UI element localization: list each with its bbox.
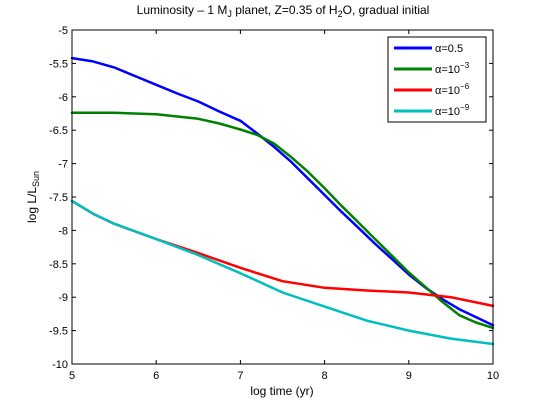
legend-label-1: α=10−3 (435, 61, 470, 76)
y-tick-label: -10 (52, 359, 68, 371)
chart-title: Luminosity – 1 MJ planet, Z=0.35 of H2O,… (137, 3, 430, 19)
y-tick-label: -8.5 (49, 259, 68, 271)
legend-label-base: α=10 (435, 64, 460, 76)
legend-box (387, 36, 487, 123)
series-line-3 (70, 199, 495, 346)
legend-label-exponent: −9 (460, 103, 470, 112)
plot-lines (70, 56, 495, 346)
chart-title-sub2: 2 (338, 9, 343, 19)
x-tick-label: 9 (406, 370, 412, 382)
series-line-1 (70, 111, 495, 330)
legend-label-base: α=10 (435, 85, 460, 97)
chart-title-pre: Luminosity – 1 M (137, 3, 228, 17)
y-tick-label: -6.5 (49, 125, 68, 137)
chart-title-sub1: J (227, 9, 232, 19)
y-tick-label: -9 (58, 292, 68, 304)
legend-label-base: α=10 (435, 106, 460, 118)
y-tick-label: -7.5 (49, 192, 68, 204)
y-tick-label: -6 (58, 92, 68, 104)
y-tick-label: -8 (58, 225, 68, 237)
x-tick-label: 10 (487, 370, 499, 382)
x-tick-label: 6 (153, 370, 159, 382)
x-tick-label: 5 (69, 370, 75, 382)
legend: α=0.5α=10−3α=10−6α=10−9 (387, 36, 487, 123)
y-tick-label: -5 (58, 25, 68, 37)
y-tick-label: -9.5 (49, 326, 68, 338)
y-axis-label-sub: Sun (31, 171, 41, 187)
y-tick-label: -5.5 (49, 58, 68, 70)
chart-title-post: O, gradual initial (343, 3, 430, 17)
legend-label-2: α=10−6 (435, 82, 470, 97)
legend-label-exponent: −6 (460, 82, 470, 91)
legend-label-0: α=0.5 (435, 43, 463, 55)
y-axis-label-main: log L/L (25, 187, 39, 223)
legend-label-3: α=10−9 (435, 103, 470, 118)
y-axis-label: log L/LSun (25, 171, 41, 223)
y-tick-label: -7 (58, 159, 68, 171)
legend-label-exponent: −3 (460, 61, 470, 70)
x-axis-label: log time (yr) (250, 384, 313, 398)
axis-ticks: 5 6 7 8 9 10 -5 -5.5 -6 -6.5 -7 -7.5 -8 -8.5 -9 -9.5 -10 (49, 25, 499, 382)
chart-title-mid: planet, Z=0.35 of H (232, 3, 338, 17)
x-tick-label: 7 (237, 370, 243, 382)
x-tick-label: 8 (322, 370, 328, 382)
